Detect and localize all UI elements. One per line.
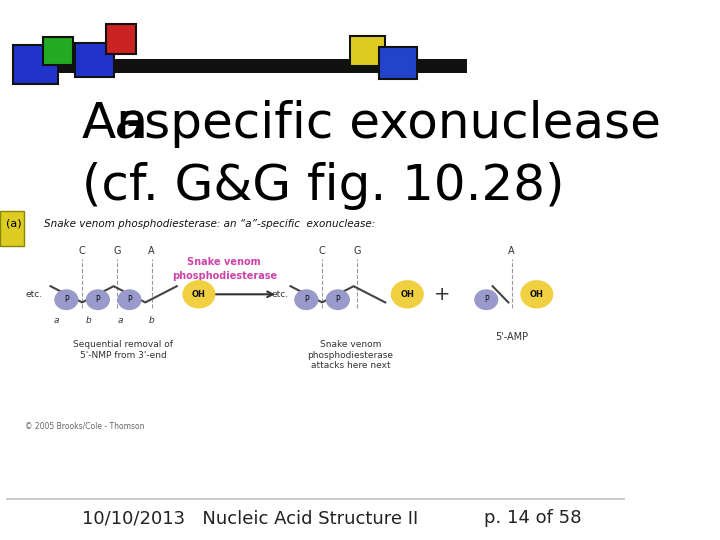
Bar <box>351 36 385 66</box>
Circle shape <box>118 290 141 309</box>
Text: Snake venom phosphodiesterase: an “a”-specific  exonuclease:: Snake venom phosphodiesterase: an “a”-sp… <box>44 219 375 229</box>
Text: P: P <box>64 295 68 304</box>
Circle shape <box>521 281 552 308</box>
Text: (cf. G&G fig. 10.28): (cf. G&G fig. 10.28) <box>82 163 564 210</box>
Text: a: a <box>115 100 145 148</box>
Text: etc.: etc. <box>25 290 42 299</box>
Text: P: P <box>304 295 309 304</box>
Text: OH: OH <box>530 290 544 299</box>
Circle shape <box>326 290 349 309</box>
Text: Sequential removal of
5'-NMP from 3'-end: Sequential removal of 5'-NMP from 3'-end <box>73 340 173 360</box>
Text: A: A <box>508 246 515 256</box>
Text: A: A <box>148 246 155 256</box>
Circle shape <box>392 281 423 308</box>
Text: OH: OH <box>192 290 206 299</box>
Text: G: G <box>113 246 120 256</box>
Text: G: G <box>353 246 361 256</box>
Circle shape <box>475 290 498 309</box>
Text: OH: OH <box>400 290 414 299</box>
Text: a: a <box>54 316 60 325</box>
Text: © 2005 Brooks/Cole - Thomson: © 2005 Brooks/Cole - Thomson <box>25 421 145 430</box>
Text: C: C <box>78 246 86 256</box>
Text: b: b <box>86 316 91 325</box>
Bar <box>74 43 114 77</box>
Text: Snake venom
phosphodiesterase
attacks here next: Snake venom phosphodiesterase attacks he… <box>307 340 394 370</box>
Text: P: P <box>484 295 489 304</box>
Text: b: b <box>149 316 155 325</box>
Bar <box>106 24 136 54</box>
Text: 5'-AMP: 5'-AMP <box>495 332 528 342</box>
Bar <box>43 37 73 65</box>
Circle shape <box>86 290 109 309</box>
Text: etc.: etc. <box>271 290 289 299</box>
Bar <box>0 211 24 246</box>
Text: p. 14 of 58: p. 14 of 58 <box>484 509 581 528</box>
Bar <box>6 498 625 500</box>
Text: -specific exonuclease: -specific exonuclease <box>126 100 661 148</box>
Bar <box>13 45 58 84</box>
Text: +: + <box>434 285 450 304</box>
Text: (a): (a) <box>6 219 22 229</box>
Text: P: P <box>96 295 100 304</box>
Circle shape <box>295 290 318 309</box>
Text: a: a <box>117 316 122 325</box>
Bar <box>379 47 417 79</box>
Text: C: C <box>319 246 325 256</box>
Text: Snake venom: Snake venom <box>187 257 261 267</box>
Text: 10/10/2013   Nucleic Acid Structure II: 10/10/2013 Nucleic Acid Structure II <box>82 509 418 528</box>
Bar <box>13 59 467 73</box>
Circle shape <box>183 281 215 308</box>
Text: phosphodiesterase: phosphodiesterase <box>171 271 276 281</box>
Text: P: P <box>336 295 340 304</box>
Text: P: P <box>127 295 132 304</box>
Text: An: An <box>82 100 164 148</box>
Circle shape <box>55 290 78 309</box>
